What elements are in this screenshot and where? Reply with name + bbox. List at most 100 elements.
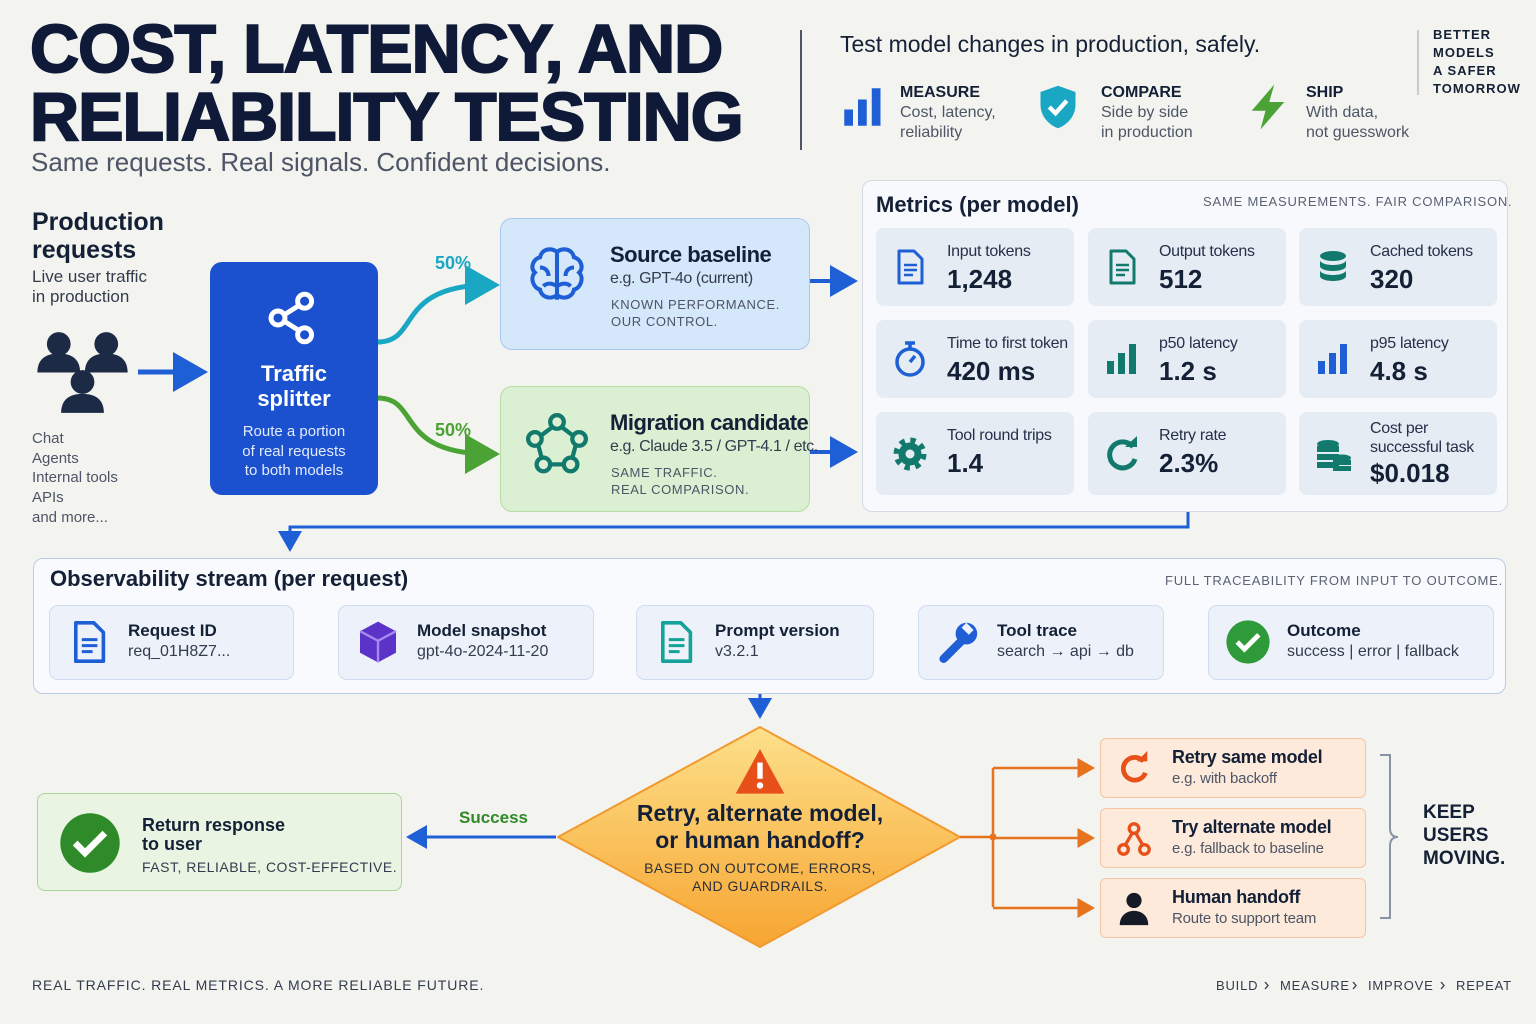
pillar-text: not guesswork (1306, 124, 1410, 141)
icon-part (961, 622, 974, 635)
candidate-title: Migration candidate (610, 410, 809, 435)
candidate-model: e.g. Claude 3.5 / GPT-4.1 / etc. (610, 438, 818, 455)
metric-card (876, 228, 1074, 306)
fallback-detail: e.g. with backoff (1172, 770, 1277, 787)
icon-part (1117, 822, 1151, 856)
subtitle: Same requests. Real signals. Confident d… (31, 147, 611, 177)
decision-title: Retry, alternate model, (636, 800, 884, 826)
share-label: 50% (435, 420, 472, 440)
icon-part (1129, 344, 1136, 374)
icon-part (1251, 84, 1285, 130)
metric-value: 1,248 (947, 264, 1013, 294)
icon-part (939, 635, 967, 663)
icon-part (1340, 344, 1347, 374)
share-label: 50% (435, 253, 472, 273)
splitter-title: splitter (257, 386, 331, 411)
success-label: Success (459, 808, 528, 827)
icon-part (295, 325, 315, 345)
icon-part (1136, 750, 1148, 762)
chevron (1440, 981, 1445, 990)
icon-part (1040, 85, 1076, 129)
icon-part (1318, 344, 1347, 374)
icon-part (359, 621, 397, 663)
icon-part (895, 341, 925, 377)
metrics-note: SAME MEASUREMENTS. FAIR COMPARISON. (1203, 194, 1513, 209)
splitter-title: Traffic (260, 361, 328, 386)
cycle-step: BUILD (1216, 978, 1259, 993)
icon-part (1333, 454, 1351, 461)
production-title: requests (32, 236, 137, 264)
pillar-text: reliability (900, 124, 963, 141)
footer-text: REAL TRAFFIC. REAL METRICS. A MORE RELIA… (32, 977, 485, 993)
icon-part (60, 813, 120, 873)
icon-part (1251, 84, 1285, 130)
icon-part (893, 437, 927, 470)
icon-part (570, 429, 589, 448)
icon-part (1317, 461, 1339, 468)
source: Chat (32, 430, 64, 447)
icon-part (939, 622, 978, 663)
icon-part (1317, 445, 1339, 452)
icon-part (74, 621, 106, 663)
cycle-step: REPEAT (1456, 978, 1512, 993)
icon (1102, 339, 1142, 379)
metric-label: p95 latency (1370, 335, 1449, 352)
icon (1102, 434, 1142, 474)
icon-part (46, 332, 71, 356)
title: RELIABILITY TESTING (29, 78, 745, 156)
icon-part (1226, 620, 1270, 664)
splitter-box (210, 262, 378, 495)
metric-label: Input tokens (947, 243, 1031, 260)
pillar-text: With data, (1306, 104, 1379, 121)
icon-part (844, 109, 853, 126)
metric-label: Tool round trips (947, 427, 1052, 444)
icon-part (1109, 249, 1136, 285)
splitter-text: to both models (244, 462, 344, 479)
icon-part (1226, 620, 1270, 664)
icon (354, 618, 402, 666)
fallback-title: Human handoff (1172, 887, 1301, 907)
metric-value: 2.3% (1159, 448, 1219, 478)
source: APIs (32, 489, 64, 507)
icon-part (1320, 260, 1346, 281)
icon (523, 242, 591, 310)
branch-line (960, 768, 995, 907)
source: Internal tools (32, 469, 118, 487)
icon-part (282, 303, 301, 333)
icon-part (1047, 99, 1069, 117)
pillar-text: in production (1101, 124, 1193, 141)
production-title: Production (32, 208, 164, 236)
fallback-title: Try alternate model (1172, 817, 1332, 837)
step-label: Model snapshot (417, 621, 547, 640)
icon-part (668, 638, 685, 654)
icon-part (268, 291, 315, 345)
icon-part (84, 353, 128, 373)
icon-part (897, 249, 924, 285)
icon-part (1107, 435, 1138, 470)
icon-part (893, 437, 927, 470)
arrow (377, 395, 500, 474)
step-label: Outcome (1287, 621, 1361, 640)
fallback-card (1100, 738, 1366, 798)
icon (838, 82, 888, 132)
icon-part (530, 247, 584, 300)
metrics-title: Metrics (per model) (876, 192, 1079, 217)
observability-title: Observability stream (per request) (50, 566, 409, 591)
metric-value: $0.018 (1370, 458, 1450, 488)
icon (1313, 339, 1353, 379)
icon-part (37, 353, 81, 373)
icon (1033, 82, 1083, 132)
icon (1102, 247, 1142, 287)
pillar-title: COMPARE (1101, 84, 1182, 101)
icon-part (1126, 892, 1142, 909)
metric-card (876, 412, 1074, 495)
metric-value: 4.8 s (1370, 356, 1428, 386)
pillar-text: Side by side (1101, 104, 1189, 121)
metric-card (1088, 412, 1286, 495)
bracket (1380, 754, 1399, 919)
icon (1115, 820, 1153, 858)
baseline-title: Source baseline (610, 242, 772, 267)
icon (1313, 434, 1353, 474)
pillar-title: MEASURE (900, 84, 981, 101)
